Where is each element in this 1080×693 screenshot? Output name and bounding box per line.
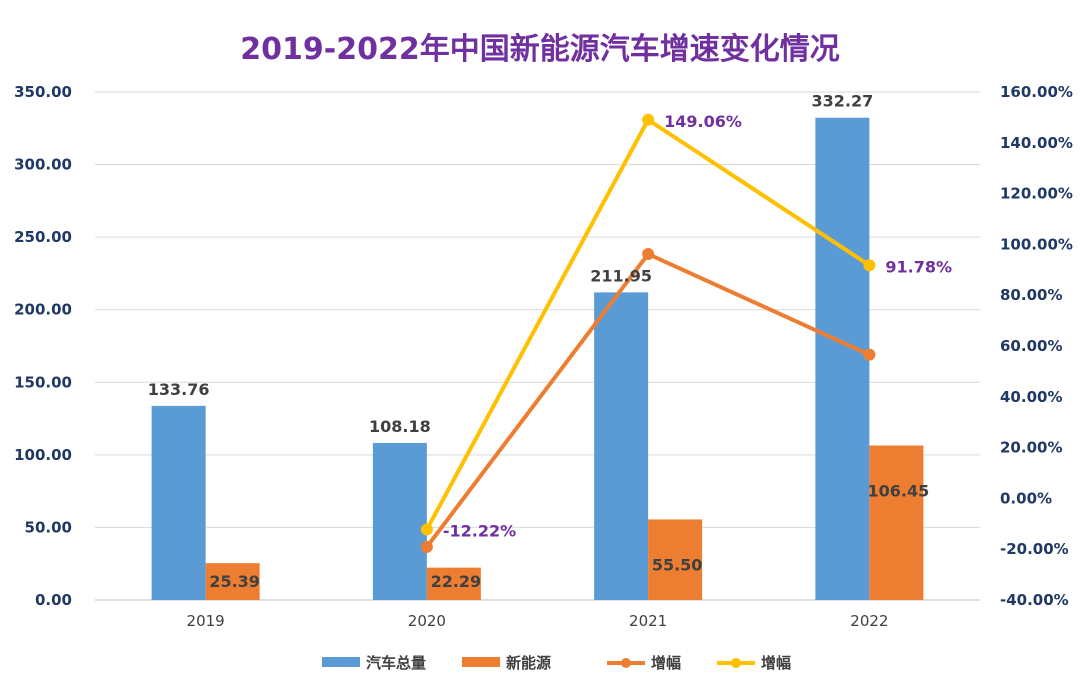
x-tick-label: 2022 <box>850 612 888 630</box>
right-tick-label: 40.00% <box>1000 388 1062 406</box>
percent-label: 91.78% <box>885 257 952 276</box>
legend-label: 新能源 <box>506 654 551 672</box>
bar-nev <box>426 567 481 600</box>
bar-nev-label: 22.29 <box>431 572 482 591</box>
left-tick-label: 100.00 <box>14 446 72 464</box>
left-tick-label: 250.00 <box>14 228 72 246</box>
point-orange <box>642 248 655 261</box>
right-tick-label: -20.00% <box>1000 540 1069 558</box>
right-tick-label: 80.00% <box>1000 286 1062 304</box>
bar-nev-label: 25.39 <box>209 572 260 591</box>
bar-total-label: 108.18 <box>369 417 431 436</box>
right-tick-label: 60.00% <box>1000 337 1062 355</box>
legend-swatch-dot <box>621 658 631 668</box>
left-tick-label: 350.00 <box>14 83 72 101</box>
legend-label: 增幅 <box>651 654 681 672</box>
bar-total <box>594 292 649 600</box>
data-labels: 133.76 108.18 211.95 332.27 25.39 22.29 55.50 1… <box>148 92 952 591</box>
point-yellow <box>642 113 655 126</box>
right-axis: -40.00% -20.00% 0.00% 20.00% 40.00% 60.00% 80.… <box>1000 83 1073 609</box>
bar-total <box>151 405 206 600</box>
left-tick-label: 150.00 <box>14 373 72 391</box>
x-tick-label: 2020 <box>408 612 446 630</box>
left-tick-label: 200.00 <box>14 301 72 319</box>
right-tick-label: 120.00% <box>1000 185 1073 203</box>
left-tick-label: 0.00 <box>35 591 72 609</box>
point-orange <box>863 348 876 361</box>
left-tick-label: 50.00 <box>25 518 72 536</box>
bar-nev <box>648 519 703 600</box>
bar-total-label: 211.95 <box>590 266 652 285</box>
right-tick-label: 20.00% <box>1000 439 1062 457</box>
x-tick-label: 2021 <box>629 612 667 630</box>
point-orange <box>420 540 433 553</box>
legend-label: 汽车总量 <box>366 654 426 672</box>
bar-total <box>372 442 427 600</box>
chart-title: 2019-2022年中国新能源汽车增速变化情况 <box>240 32 840 67</box>
bar-nev <box>205 563 260 600</box>
x-axis: 2019 2020 2021 2022 <box>95 599 980 630</box>
point-yellow <box>420 523 433 536</box>
bar-total-label: 332.27 <box>812 92 874 111</box>
percent-label: 149.06% <box>664 112 742 131</box>
right-tick-label: 100.00% <box>1000 235 1073 253</box>
legend-label: 增幅 <box>761 654 791 672</box>
point-yellow <box>863 259 876 272</box>
percent-label: -12.22% <box>443 521 516 540</box>
bar-nev-label: 55.50 <box>652 555 703 574</box>
x-tick-label: 2019 <box>187 612 225 630</box>
bar-total <box>815 117 870 600</box>
right-tick-label: 140.00% <box>1000 134 1073 152</box>
bar-total-label: 133.76 <box>148 380 210 399</box>
bar-nev-label: 106.45 <box>868 481 930 500</box>
legend-swatch-bar <box>322 657 360 667</box>
bars <box>151 117 924 600</box>
right-tick-label: 160.00% <box>1000 83 1073 101</box>
right-tick-label: -40.00% <box>1000 591 1069 609</box>
legend-swatch-bar <box>462 657 500 667</box>
left-tick-label: 300.00 <box>14 156 72 174</box>
bar-nev <box>869 445 924 600</box>
left-axis: 0.00 50.00 100.00 150.00 200.00 250.00 300.00 3… <box>14 83 72 609</box>
legend: 汽车总量 新能源 增幅 增幅 <box>322 654 791 672</box>
right-tick-label: 0.00% <box>1000 489 1052 507</box>
lines <box>420 113 876 553</box>
legend-swatch-dot <box>731 658 741 668</box>
